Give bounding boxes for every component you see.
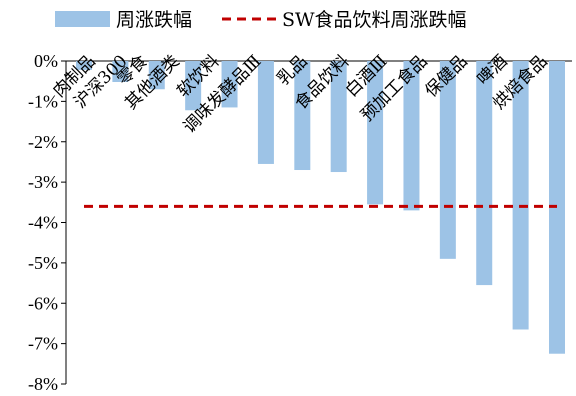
bar [367,61,384,205]
bar [476,61,493,286]
y-tick-label: -8% [28,374,58,394]
bar [439,61,456,259]
y-tick-label: -1% [28,91,58,111]
y-tick-label: -6% [28,293,58,313]
y-tick-label: 0% [34,51,58,71]
y-tick-label: -5% [28,253,58,273]
bar [221,61,238,108]
legend-bar-swatch [55,11,110,27]
bar [330,61,347,173]
y-tick-label: -2% [28,132,58,152]
bar [76,61,92,70]
y-tick-label: -7% [28,334,58,354]
bar [148,61,165,90]
bar [112,61,129,82]
bar [403,61,420,211]
legend-line-label: SW食品饮料周涨跌幅 [282,9,467,31]
y-tick-label: -4% [28,213,58,233]
bar [294,61,311,171]
y-ticks: 0% -1% -2% -3% -4% -5% -6% -7% -8% [28,51,66,394]
bar [185,61,202,111]
legend: 周涨跌幅 SW食品饮料周涨跌幅 [55,9,467,31]
bars [76,61,565,354]
bar [512,61,529,330]
bar [257,61,274,164]
y-tick-label: -3% [28,172,58,192]
legend-bar-label: 周涨跌幅 [116,9,192,31]
